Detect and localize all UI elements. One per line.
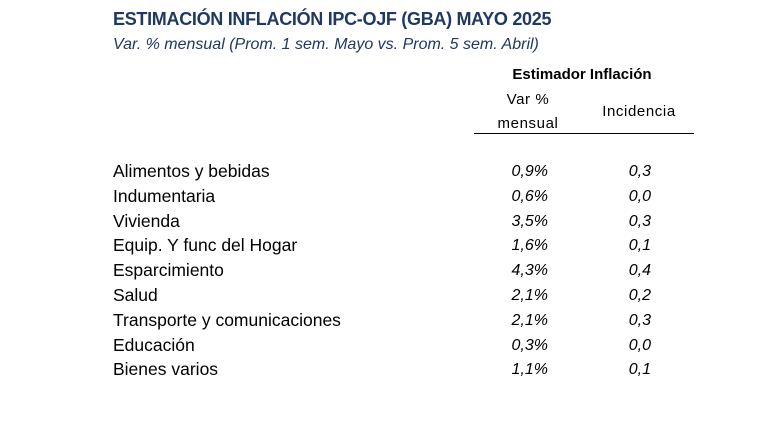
row-var: 0,9% bbox=[511, 163, 548, 180]
row-incidencia: 0,1 bbox=[628, 237, 651, 255]
row-var: 2,1% bbox=[511, 311, 548, 329]
row-var: 2,1% bbox=[511, 286, 548, 304]
page-title: ESTIMACIÓN INFLACIÓN IPC-OJF (GBA) MAYO … bbox=[113, 9, 552, 29]
row-incidencia: 0,3 bbox=[628, 163, 651, 180]
row-category: Alimentos y bebidas bbox=[113, 161, 270, 181]
column-header-incidencia: Incidencia bbox=[602, 103, 676, 120]
table-row: Equip. Y func del Hogar 1,6% 0,1 bbox=[0, 235, 768, 260]
row-var: 0,6% bbox=[511, 187, 548, 205]
column-header-var-line1: Var % bbox=[506, 91, 550, 108]
row-incidencia: 0,4 bbox=[628, 262, 651, 280]
column-header-var-line2: mensual bbox=[497, 115, 559, 132]
table-row: Esparcimiento 4,3% 0,4 bbox=[0, 260, 768, 285]
page-subtitle: Var. % mensual (Prom. 1 sem. Mayo vs. Pr… bbox=[113, 36, 539, 53]
row-category: Salud bbox=[113, 284, 158, 305]
row-category: Vivienda bbox=[113, 210, 180, 231]
row-category: Indumentaria bbox=[113, 185, 216, 206]
table-row: Vivienda 3,5% 0,3 bbox=[0, 211, 768, 236]
row-category: Equip. Y func del Hogar bbox=[113, 235, 298, 256]
table-row: Transporte y comunicaciones 2,1% 0,3 bbox=[0, 310, 768, 335]
table-row: Indumentaria 0,6% 0,0 bbox=[0, 186, 768, 211]
row-incidencia: 0,3 bbox=[628, 212, 651, 230]
row-var: 4,3% bbox=[511, 262, 548, 280]
row-var: 1,6% bbox=[511, 237, 548, 255]
table-row: Bienes varios 1,1% 0,1 bbox=[0, 359, 768, 384]
row-category: Transporte y comunicaciones bbox=[113, 309, 341, 330]
row-var: 1,1% bbox=[511, 361, 548, 379]
row-incidencia: 0,0 bbox=[628, 336, 651, 354]
row-var: 0,3% bbox=[511, 336, 548, 354]
table-row: Educación 0,3% 0,0 bbox=[0, 335, 768, 360]
row-category: Bienes varios bbox=[113, 359, 219, 380]
column-header-var: Var % mensual bbox=[476, 88, 580, 136]
row-incidencia: 0,0 bbox=[628, 187, 651, 205]
table-row: Salud 2,1% 0,2 bbox=[0, 285, 768, 310]
row-var: 3,5% bbox=[511, 212, 548, 230]
table-row: Alimentos y bebidas 0,9% 0,3 bbox=[0, 161, 768, 186]
row-category: Esparcimiento bbox=[113, 260, 224, 281]
group-header-estimador: Estimador Inflación bbox=[512, 66, 652, 83]
row-category: Educación bbox=[113, 334, 195, 355]
row-incidencia: 0,1 bbox=[628, 361, 651, 379]
header-divider bbox=[474, 133, 694, 134]
row-incidencia: 0,3 bbox=[628, 311, 651, 329]
row-incidencia: 0,2 bbox=[628, 286, 651, 304]
data-table-body: Alimentos y bebidas 0,9% 0,3 Indumentari… bbox=[0, 161, 768, 384]
